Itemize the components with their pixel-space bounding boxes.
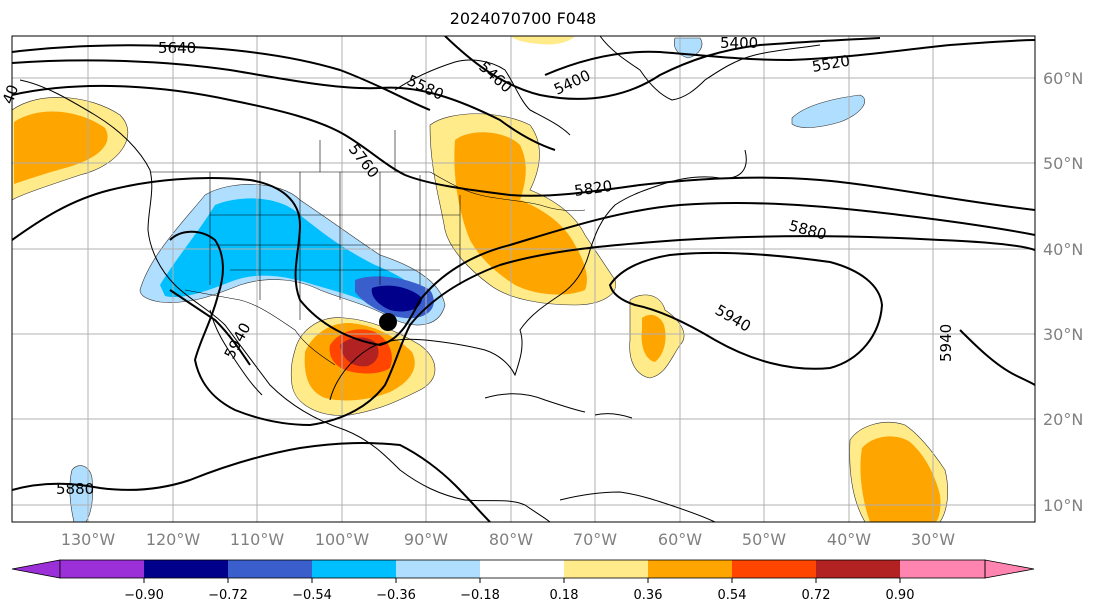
longitude-labels: 130°W 120°W 110°W 100°W 90°W 80°W 70°W 6… — [61, 530, 955, 549]
contour-label: 5400 — [720, 34, 758, 52]
south-america-coast — [559, 491, 716, 522]
colorbar-tick-label: −0.36 — [376, 588, 416, 603]
us-mexico-border — [184, 289, 336, 366]
colorbar-segment — [144, 560, 229, 578]
map-frame — [11, 35, 1036, 523]
colorbar-tick-label: 0.36 — [634, 588, 663, 603]
warm-anomaly-greenland-top — [510, 36, 575, 45]
contour-label: 5820 — [573, 177, 613, 200]
colorbar-segment — [312, 560, 397, 578]
state-lines — [209, 130, 461, 320]
warm-anomaly-northeast-core — [454, 132, 587, 295]
cold-anomaly-texas-core — [371, 285, 422, 312]
longitude-label: 30°W — [911, 530, 955, 549]
graticule — [12, 36, 1035, 522]
colorbar-frame — [59, 559, 986, 579]
contour-5460-5400 — [444, 36, 881, 100]
contour-5580 — [12, 59, 556, 151]
warm-anomaly-atlantic-core — [641, 314, 666, 362]
colorbar-tick-label: 0.72 — [802, 588, 831, 603]
colorbar-under-arrow — [11, 559, 61, 579]
contour-5640 — [12, 44, 431, 111]
longitude-label: 40°W — [827, 530, 871, 549]
colorbar-segment — [60, 560, 145, 578]
colorbar-over-arrow — [984, 559, 1035, 579]
contour-5760 — [12, 84, 1035, 211]
longitude-label: 130°W — [61, 530, 116, 549]
colorbar-tick-label: 0.54 — [718, 588, 747, 603]
latitude-label: 50°N — [1043, 154, 1083, 173]
contour-5820 — [12, 177, 1035, 347]
warm-anomaly-pacific-nw-core — [14, 111, 108, 184]
canada-us-border — [150, 171, 586, 212]
contour-label: 40 — [0, 82, 22, 106]
contour-labels: 5640 5460 5400 5400 5520 5580 5760 5820 … — [0, 34, 955, 498]
colorbar-segment — [900, 560, 985, 578]
cold-anomaly-labrador-sea — [791, 94, 866, 128]
contour-5940-atlantic — [608, 251, 884, 370]
north-america-coastline — [19, 79, 551, 522]
colorbar-tick-label: −0.72 — [208, 588, 248, 603]
colorbar-tick-label: −0.90 — [124, 588, 164, 603]
contour-label: 5880 — [56, 480, 94, 498]
longitude-label: 50°W — [742, 530, 786, 549]
hispaniola-coast — [594, 413, 633, 419]
colorbar-segment — [480, 560, 565, 578]
colorbar-tick-label: −0.54 — [292, 588, 332, 603]
longitude-label: 70°W — [573, 530, 617, 549]
longitude-label: 110°W — [230, 530, 285, 549]
contour-label: 5640 — [158, 39, 196, 57]
contour-5880 — [169, 230, 1035, 427]
colorbar-segment — [732, 560, 817, 578]
longitude-label: 80°W — [489, 530, 533, 549]
warm-anomaly-mexico-darkred — [340, 337, 379, 367]
greenland-coast — [599, 36, 821, 101]
contour-5880-pacific — [12, 442, 491, 522]
gulf-coast — [329, 149, 747, 401]
hudson-bay-coast — [394, 59, 571, 136]
baja-coast — [209, 309, 263, 396]
colorbar-segment — [228, 560, 313, 578]
contour-5940-east — [959, 329, 1035, 386]
latitude-labels: 60°N 50°N 40°N 30°N 20°N 10°N — [1043, 69, 1083, 515]
anomaly-fill-layer — [12, 36, 949, 522]
colorbar-tick-label: −0.18 — [460, 588, 500, 603]
latitude-label: 10°N — [1043, 496, 1083, 515]
contour-5940-mexico — [169, 289, 251, 366]
cuba-coast — [484, 393, 586, 413]
longitude-label: 120°W — [146, 530, 201, 549]
latitude-label: 40°N — [1043, 240, 1083, 259]
latitude-label: 60°N — [1043, 69, 1083, 88]
storm-center-marker — [379, 313, 397, 331]
colorbar-segment — [564, 560, 649, 578]
political-borders — [150, 130, 586, 366]
colorbar-tick-label: 0.90 — [886, 588, 915, 603]
contour-label: 5940 — [937, 324, 955, 362]
colorbar-ticks — [143, 578, 901, 583]
colorbar-segment — [648, 560, 733, 578]
height-contours — [12, 36, 1035, 522]
contour-5520 — [544, 39, 1035, 76]
colorbar-tick-label: 0.18 — [550, 588, 579, 603]
colorbar-segment — [396, 560, 481, 578]
longitude-label: 100°W — [315, 530, 370, 549]
colorbar: −0.90 −0.72 −0.54 −0.36 −0.18 0.18 0.36 … — [11, 559, 1035, 603]
coastlines — [19, 36, 821, 522]
longitude-label: 60°W — [658, 530, 702, 549]
longitude-label: 90°W — [404, 530, 448, 549]
colorbar-segment — [816, 560, 901, 578]
warm-anomaly-tropical-atlantic-core — [860, 436, 941, 522]
map-title: 2024070700 F048 — [449, 9, 597, 28]
latitude-label: 20°N — [1043, 410, 1083, 429]
latitude-label: 30°N — [1043, 325, 1083, 344]
